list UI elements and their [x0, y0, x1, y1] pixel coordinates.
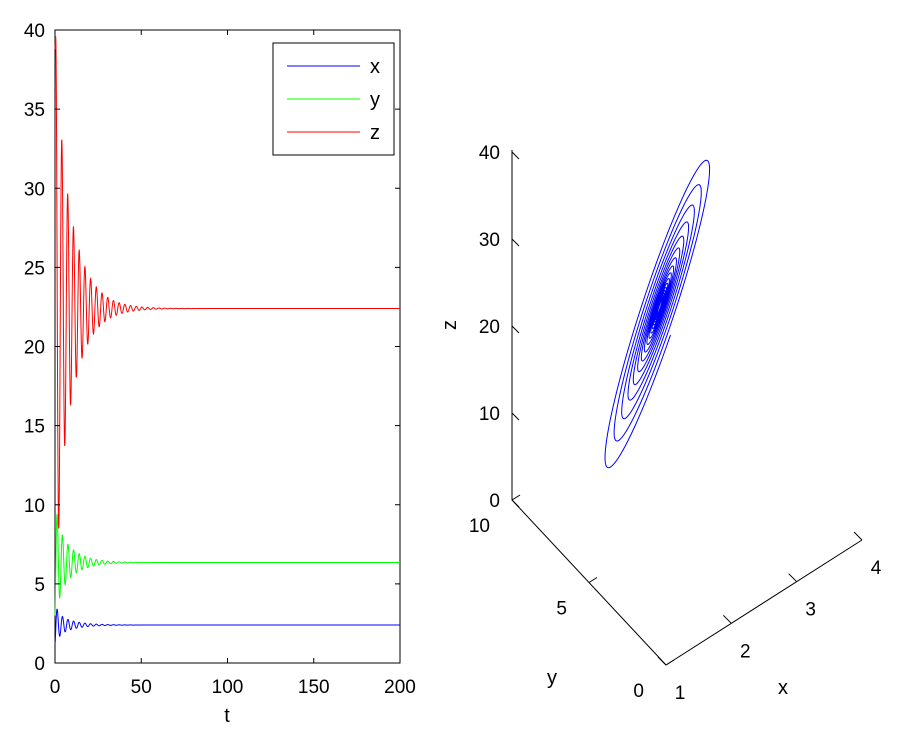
series-line-y: [54, 513, 400, 616]
z-tick-label: 0: [489, 491, 500, 512]
z-tick-label: 40: [479, 143, 500, 164]
x3d-tick-mark: [853, 531, 863, 541]
series-line-z: [54, 35, 400, 529]
x-tick-label: 100: [212, 677, 244, 698]
y-tick-label: 10: [24, 496, 45, 517]
x-tick-label: 50: [131, 677, 152, 698]
series-line-x: [54, 608, 400, 645]
z-axis-label: z: [439, 320, 461, 330]
z-tick-label: 30: [479, 230, 500, 251]
x-tick-label: 0: [50, 677, 61, 698]
z-tick-mark: [511, 151, 520, 160]
x3d-tick-mark: [788, 573, 798, 583]
legend-label-x: x: [370, 56, 380, 78]
y-tick-label: 40: [24, 21, 45, 42]
z-tick-mark: [511, 499, 520, 508]
y-tick-label: 0: [34, 654, 45, 675]
x-axis-line: [665, 539, 863, 666]
z-tick-mark: [511, 412, 520, 421]
phase-3d-panel: 0 10 20 30 40 0 5 10 1 2 3 4 z y x: [439, 143, 882, 704]
x-tick-label: 150: [298, 677, 330, 698]
trajectory-3d: [604, 159, 711, 469]
y3d-tick-label: 0: [633, 681, 644, 702]
z-tick-mark: [511, 238, 520, 247]
z-tick-label: 20: [479, 317, 500, 338]
y-axis-label-3d: y: [547, 667, 557, 689]
x3d-tick-mark: [657, 656, 667, 666]
x3d-tick-label: 3: [805, 600, 816, 621]
y3d-tick-label: 5: [556, 599, 567, 620]
legend: x y z: [272, 42, 395, 156]
y-tick-label: 30: [24, 179, 45, 200]
x3d-tick-label: 1: [675, 683, 686, 704]
legend-label-y: y: [370, 89, 380, 111]
z-tick-mark: [511, 325, 520, 334]
x3d-tick-label: 2: [740, 641, 751, 662]
y3d-tick-mark: [665, 659, 675, 666]
y-tick-label: 35: [24, 100, 45, 121]
x-axis-label-3d: x: [778, 677, 788, 699]
y3d-tick-label: 10: [469, 516, 490, 537]
x-tick-label: 200: [384, 677, 416, 698]
y-tick-label: 25: [24, 258, 45, 279]
y3d-tick-mark: [511, 494, 521, 501]
y-tick-label: 5: [34, 575, 45, 596]
z-tick-label: 10: [479, 404, 500, 425]
legend-label-z: z: [370, 122, 380, 144]
y3d-tick-mark: [588, 577, 598, 583]
y-tick-label: 15: [24, 417, 45, 438]
x3d-tick-mark: [722, 614, 732, 624]
y-tick-label: 20: [24, 338, 45, 359]
time-series-panel: 0 5 10 15 20 25 30 35 40 0 50 100 150 200 t x y z: [24, 21, 416, 727]
x3d-tick-label: 4: [871, 558, 882, 579]
x-axis-label: t: [224, 705, 230, 727]
